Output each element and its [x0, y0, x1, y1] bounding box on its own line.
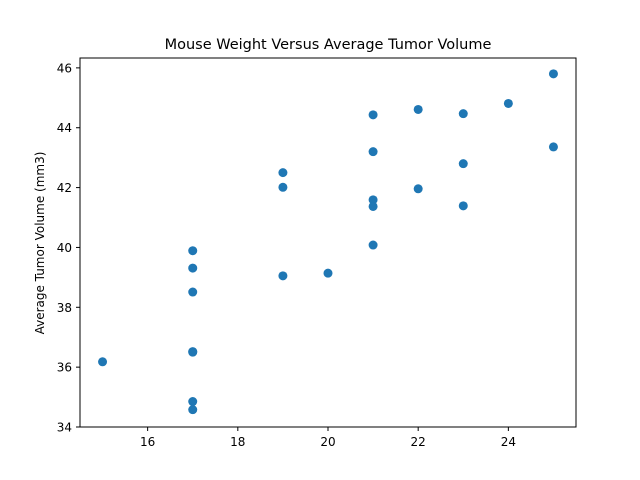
y-tick-label: 36: [57, 361, 72, 375]
y-tick-label: 34: [57, 421, 72, 435]
data-point: [188, 263, 198, 273]
data-point: [368, 201, 378, 211]
data-point: [278, 182, 288, 192]
data-point: [458, 201, 468, 211]
data-point: [548, 69, 558, 79]
y-tick-label: 38: [57, 301, 72, 315]
y-axis-label: Average Tumor Volume (mm3): [33, 152, 47, 335]
x-tick-label: 16: [140, 435, 155, 449]
data-point: [188, 347, 198, 357]
axes: 16 18 20 22 24 34 36 38 40 42 44 46: [57, 57, 577, 449]
y-tick-label: 46: [57, 61, 72, 75]
data-point: [188, 287, 198, 297]
y-tick-label: 40: [57, 241, 72, 255]
data-point: [188, 405, 198, 415]
data-point: [413, 104, 423, 114]
plot-frame: [79, 57, 577, 428]
data-point: [458, 159, 468, 169]
data-point: [278, 168, 288, 178]
data-point: [503, 98, 513, 108]
chart-title: Mouse Weight Versus Average Tumor Volume: [165, 37, 492, 53]
x-tick-label: 22: [411, 435, 426, 449]
data-point: [278, 271, 288, 281]
data-point: [188, 397, 198, 407]
data-point: [413, 184, 423, 194]
data-point: [323, 268, 333, 278]
x-tick-label: 24: [501, 435, 516, 449]
data-point: [548, 142, 558, 152]
data-point: [98, 357, 108, 367]
data-point: [368, 240, 378, 250]
y-tick-label: 42: [57, 181, 72, 195]
data-point: [368, 147, 378, 157]
y-tick-label: 44: [57, 121, 72, 135]
data-marks: [98, 69, 558, 415]
data-point: [458, 109, 468, 119]
data-point: [188, 246, 198, 256]
x-tick-label: 20: [320, 435, 335, 449]
data-point: [368, 110, 378, 120]
data-point: [368, 195, 378, 205]
x-tick-label: 18: [230, 435, 245, 449]
